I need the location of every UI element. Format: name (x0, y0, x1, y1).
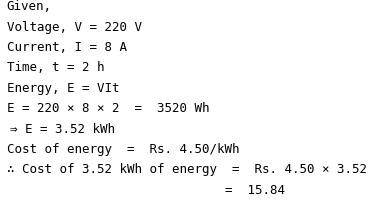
Text: ⇒ E = 3.52 kWh: ⇒ E = 3.52 kWh (10, 123, 116, 136)
Text: Energy, E = VIt: Energy, E = VIt (7, 82, 119, 95)
Text: Voltage, V = 220 V: Voltage, V = 220 V (7, 21, 142, 34)
Text: Current, I = 8 A: Current, I = 8 A (7, 41, 127, 54)
Text: E = 220 × 8 × 2  =  3520 Wh: E = 220 × 8 × 2 = 3520 Wh (7, 102, 209, 115)
Text: Cost of energy  =  Rs. 4.50/kWh: Cost of energy = Rs. 4.50/kWh (7, 143, 239, 156)
Text: =  15.84: = 15.84 (225, 184, 285, 197)
Text: Time, t = 2 h: Time, t = 2 h (7, 61, 104, 74)
Text: ∴ Cost of 3.52 kWh of energy  =  Rs. 4.50 × 3.52 kWh: ∴ Cost of 3.52 kWh of energy = Rs. 4.50 … (7, 163, 373, 176)
Text: Given,: Given, (7, 0, 52, 13)
